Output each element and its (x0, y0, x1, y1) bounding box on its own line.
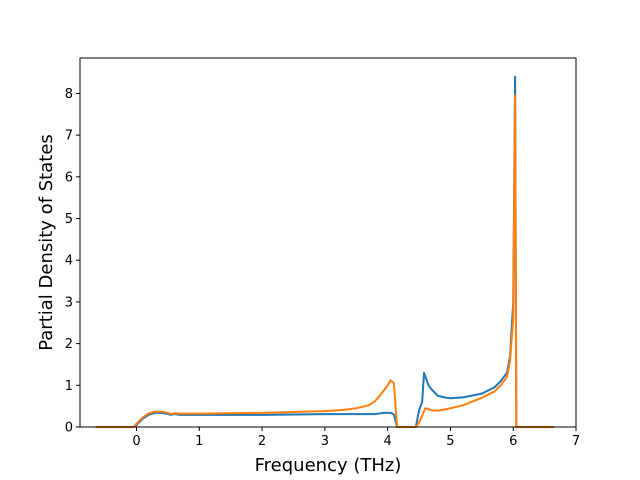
x-tick-label: 6 (509, 434, 517, 449)
plot-frame (79, 57, 577, 428)
x-tick-label: 7 (572, 434, 580, 449)
y-tick-label: 7 (65, 129, 73, 144)
x-tick-label: 0 (132, 434, 140, 449)
y-tick-label: 1 (65, 379, 73, 394)
y-tick-label: 2 (65, 337, 73, 352)
series-layer (95, 75, 555, 428)
y-tick-label: 8 (65, 87, 73, 102)
y-tick-label: 3 (65, 295, 73, 310)
x-axis-label: Frequency (THz) (255, 455, 402, 476)
x-axis-ticks: 0 1 2 3 4 5 6 7 (132, 427, 580, 449)
y-axis-ticks: 0 1 2 3 4 5 6 7 8 (65, 87, 80, 436)
x-tick-label: 2 (258, 434, 266, 449)
y-tick-label: 0 (65, 421, 73, 436)
y-tick-label: 5 (65, 212, 73, 227)
y-axis-label: Partial Density of States (36, 134, 57, 351)
y-tick-label: 6 (65, 170, 73, 185)
x-tick-label: 1 (195, 434, 203, 449)
series-line-2 (95, 94, 555, 428)
y-tick-label: 4 (65, 254, 73, 269)
series-line-1 (95, 75, 555, 428)
x-tick-label: 5 (446, 434, 454, 449)
x-tick-label: 3 (321, 434, 329, 449)
x-tick-label: 4 (384, 434, 392, 449)
